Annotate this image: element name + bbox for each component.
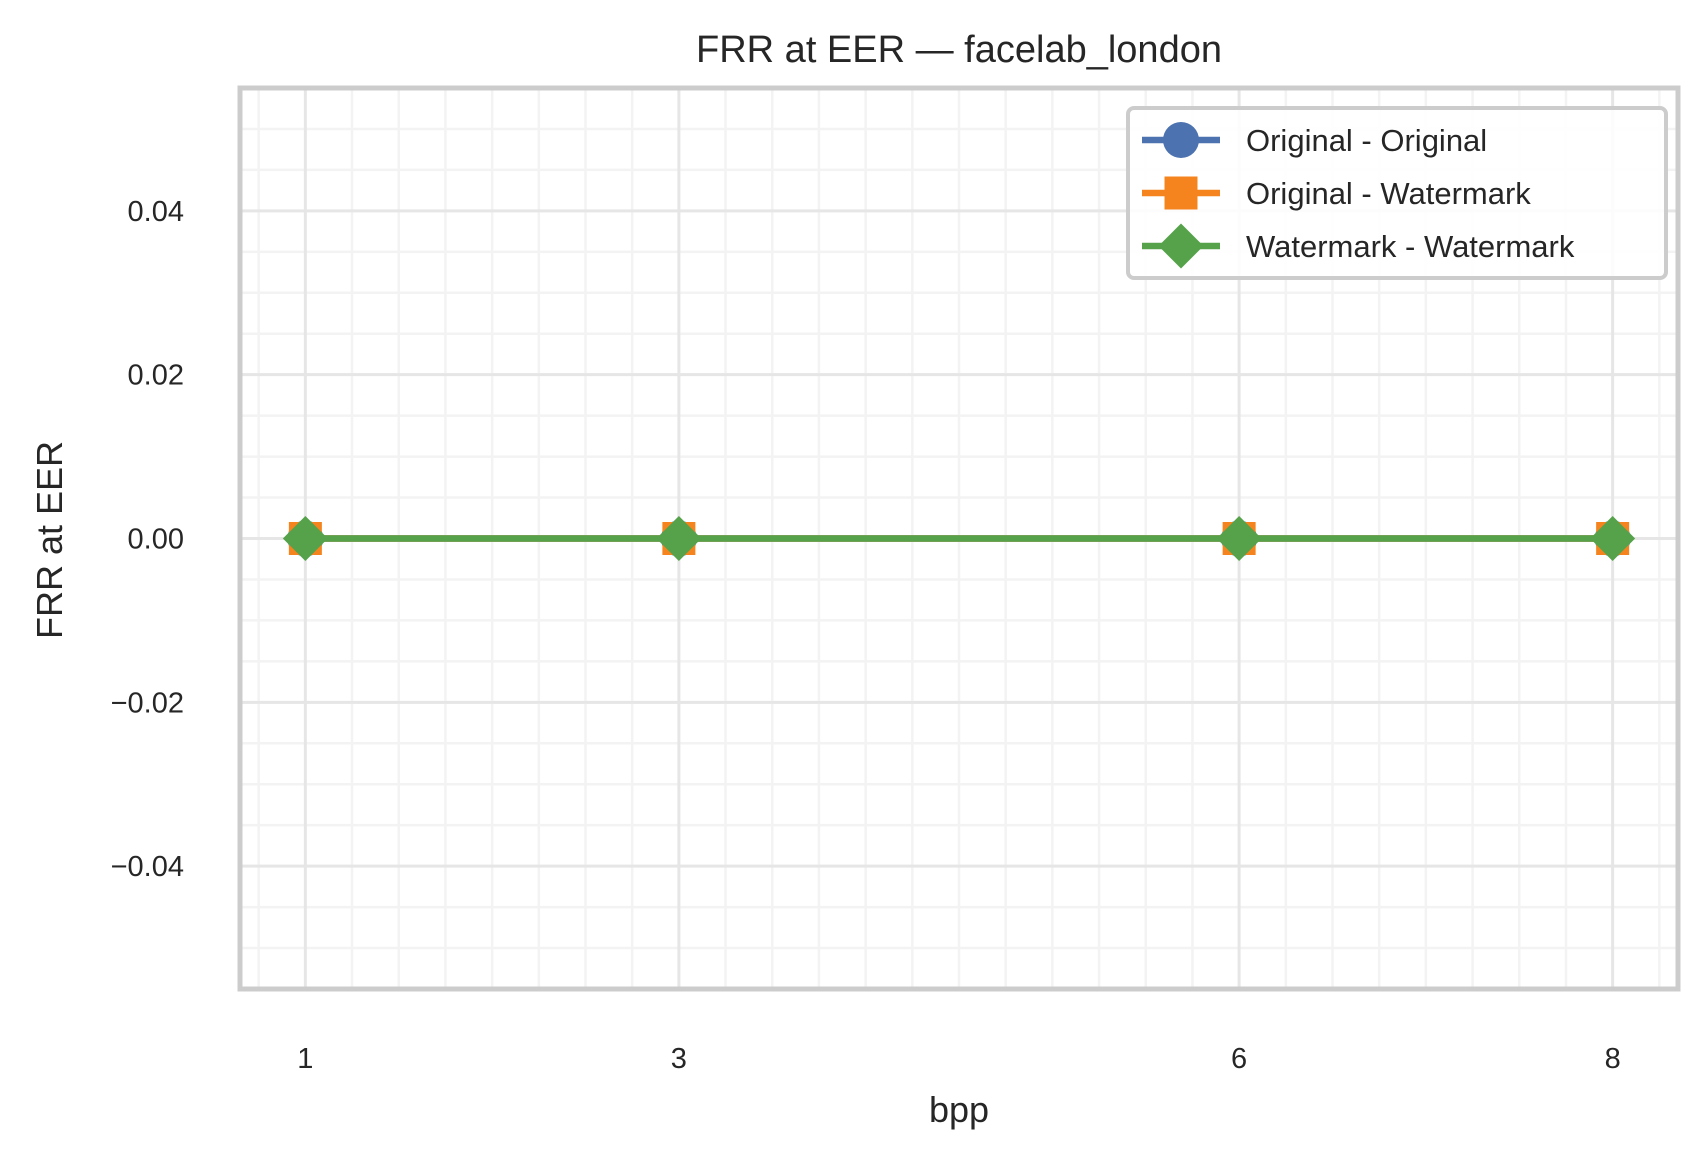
legend-marker <box>1163 122 1199 158</box>
x-tick-labels: 1 3 6 8 <box>297 1043 1620 1075</box>
x-tick-label: 6 <box>1231 1043 1247 1075</box>
legend-label: Original - Watermark <box>1246 176 1531 211</box>
y-tick-label: 0.00 <box>128 524 184 556</box>
data-point <box>656 516 702 561</box>
y-tick-labels: 0.04 0.02 0.00 −0.02 −0.04 <box>111 196 184 883</box>
data-point <box>1590 516 1636 561</box>
plot-frame <box>237 85 1681 992</box>
legend-label: Original - Original <box>1246 123 1487 158</box>
y-tick-label: 0.04 <box>128 196 184 228</box>
series-3 <box>282 516 1636 561</box>
y-tick-label: −0.02 <box>111 687 184 719</box>
legend-label: Watermark - Watermark <box>1246 229 1575 264</box>
legend-marker <box>1158 223 1204 269</box>
x-tick-label: 8 <box>1605 1043 1621 1075</box>
x-tick-label: 3 <box>671 1043 687 1075</box>
legend: Original - Original Original - Watermark W… <box>1126 106 1668 280</box>
data-point <box>282 516 328 561</box>
legend-box <box>1126 106 1668 280</box>
chart-title: FRR at EER — facelab_london <box>696 29 1222 71</box>
data-point <box>1216 516 1262 561</box>
y-tick-label: 0.02 <box>128 360 184 392</box>
legend-marker <box>1164 176 1198 210</box>
x-tick-label: 1 <box>297 1043 313 1075</box>
y-tick-label: −0.04 <box>111 851 184 883</box>
legend-item-2: Original - Watermark <box>1142 176 1531 211</box>
series-layer <box>282 516 1636 561</box>
legend-item-3: Watermark - Watermark <box>1142 223 1575 269</box>
x-axis-label: bpp <box>929 1089 989 1130</box>
legend-item-1: Original - Original <box>1142 122 1487 158</box>
y-axis-label: FRR at EER <box>29 441 70 639</box>
